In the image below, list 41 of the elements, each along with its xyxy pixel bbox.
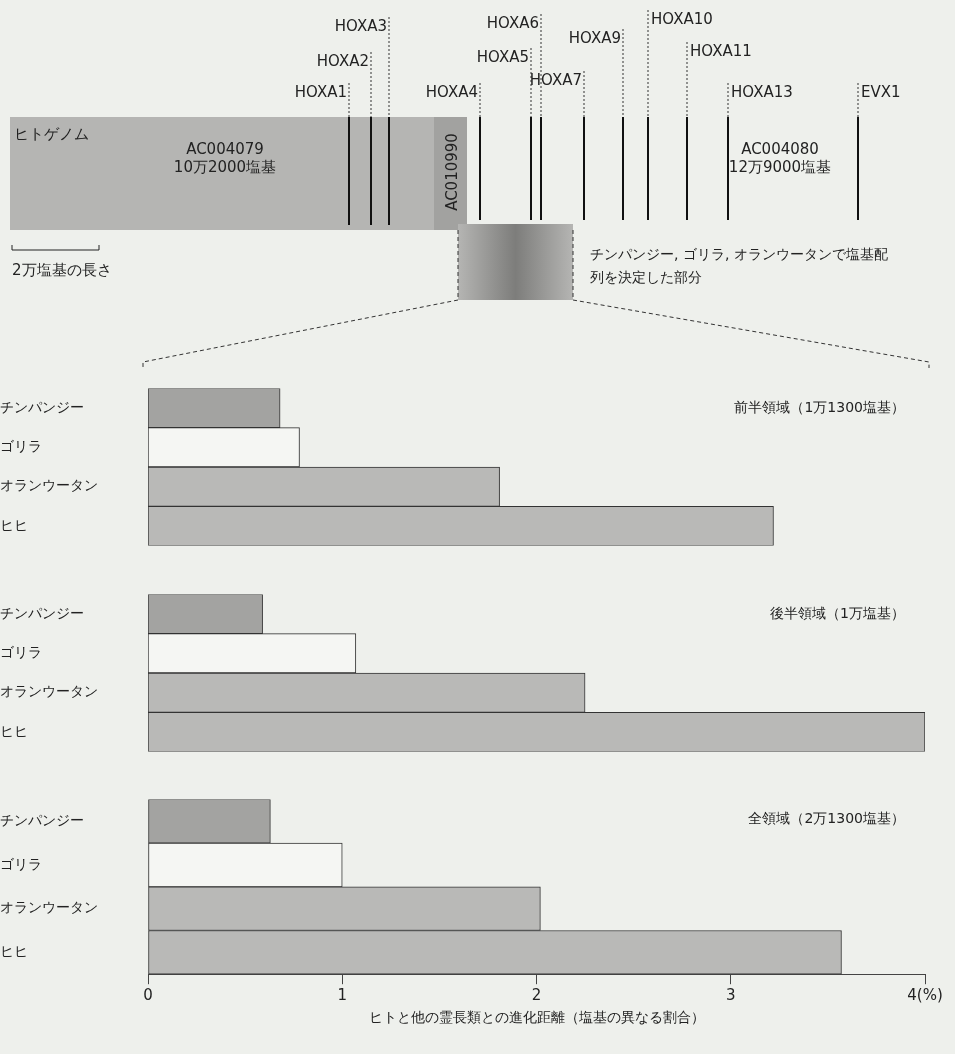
text: HOXA9 xyxy=(568,29,621,47)
text: AC004079 xyxy=(186,140,264,158)
text: 12万9000塩基 xyxy=(728,158,832,176)
y-tick-label: チンパンジー xyxy=(0,604,84,621)
x-tick-label: 0 xyxy=(143,986,153,1005)
text: HOXA10 xyxy=(651,10,713,28)
y-tick-label: ヒヒ xyxy=(0,722,28,739)
text: チンパンジー, ゴリラ, オランウータンで塩基配列を決定した部分 xyxy=(590,245,889,287)
y-tick-label: ゴリラ xyxy=(0,437,42,454)
y-tick-label: ヒヒ xyxy=(0,942,28,959)
text: HOXA1 xyxy=(294,83,347,101)
text: HOXA13 xyxy=(731,83,793,101)
text: 全領域（2万1300塩基） xyxy=(748,810,905,827)
text: AC004080 xyxy=(741,140,819,158)
text: 前半領域（1万1300塩基） xyxy=(734,399,905,416)
x-tick-label: 4(%) xyxy=(907,986,943,1005)
y-tick-label: チンパンジー xyxy=(0,811,84,828)
x-tick-label: 3 xyxy=(725,986,736,1005)
text: 2万塩基の長さ xyxy=(12,261,112,279)
text: EVX1 xyxy=(861,83,901,101)
y-tick-label: オランウータン xyxy=(0,477,98,494)
x-tick-label: 2 xyxy=(531,986,542,1005)
text: 10万2000塩基 xyxy=(173,158,277,176)
text: HOXA11 xyxy=(690,42,752,60)
text: HOXA2 xyxy=(316,52,369,70)
text: 後半領域（1万塩基） xyxy=(770,605,905,622)
x-axis-title: ヒトと他の霊長類との進化距離（塩基の異なる割合） xyxy=(368,1009,705,1026)
y-tick-label: ゴリラ xyxy=(0,643,42,660)
y-tick-label: ヒヒ xyxy=(0,516,28,533)
text: AC010990 xyxy=(443,133,461,211)
y-tick-label: ゴリラ xyxy=(0,855,42,872)
text: HOXA7 xyxy=(529,71,582,89)
text: HOXA3 xyxy=(334,17,387,35)
y-tick-label: オランウータン xyxy=(0,683,98,700)
text: ヒトゲノム xyxy=(14,125,89,143)
x-tick-label: 1 xyxy=(337,986,348,1005)
text: HOXA6 xyxy=(486,14,539,32)
text: HOXA4 xyxy=(425,83,478,101)
y-tick-label: オランウータン xyxy=(0,899,98,916)
text: HOXA5 xyxy=(476,48,529,66)
y-tick-label: チンパンジー xyxy=(0,398,84,415)
